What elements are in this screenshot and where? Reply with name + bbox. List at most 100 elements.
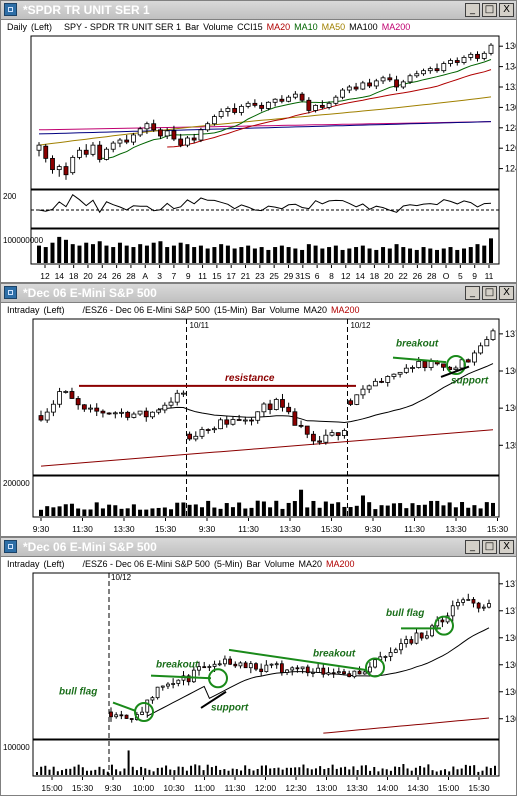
x-tick-label: 31S [295,271,310,281]
candle-body [164,130,170,137]
candle-body [274,663,279,666]
volume-bar [489,768,492,775]
x-tick-label: 15:30 [321,524,343,534]
close-button[interactable]: X [499,3,514,17]
volume-bar [423,767,426,775]
volume-bar [333,245,338,263]
close-button[interactable]: X [499,540,514,554]
window-title: *Dec 06 E-Mini S&P 500 [23,286,157,300]
breakout-annotation: breakout [396,338,439,349]
volume-bar [273,247,278,263]
volume-bar [113,505,118,516]
volume-bar [481,770,484,775]
candle-body [354,394,360,405]
volume-bar [484,502,489,516]
candle-body [207,666,212,668]
maximize-button[interactable]: □ [482,286,497,300]
minimize-button[interactable]: _ [465,286,480,300]
x-tick-label: 20 [83,271,93,281]
volume-bar [466,507,471,516]
minimize-button[interactable]: _ [465,3,480,17]
volume-bar [472,505,477,516]
x-tick-label: 11 [198,271,207,281]
panel-frame [30,228,500,265]
volume-bar [491,502,495,516]
titlebar[interactable]: *Dec 06 E-Mini S&P 500 _ □ X [1,284,516,303]
ma20-line [158,363,494,424]
volume-bar [469,765,472,775]
candle-body [261,403,267,413]
volume-bar [429,500,434,516]
candle-body [286,406,292,413]
candle-body [414,632,419,644]
volume-bar [175,502,180,516]
volume-bar [192,247,197,263]
window-title: *SPDR TR UNIT SER 1 [23,3,150,17]
maximize-button[interactable]: □ [482,540,497,554]
candle-body [69,391,75,399]
titlebar[interactable]: *Dec 06 E-Mini S&P 500 _ □ X [1,538,516,557]
volume-bar [259,247,264,263]
candle-body [317,440,323,443]
candle-body [44,411,50,421]
candle-body [403,367,409,373]
candle-body [259,104,265,109]
candle-body [151,123,157,131]
minimize-button[interactable]: _ [465,540,480,554]
candle-body [238,105,244,113]
header-field: Volume [203,22,234,32]
volume-bar [138,509,143,516]
candle-body [388,652,393,657]
volume-bar [177,766,180,775]
resistance-annotation: resistance [225,373,275,384]
candle-body [400,81,406,88]
volume-bar [352,766,355,775]
y-tick-label: 124 [505,164,516,174]
header-field: MA50 [321,22,346,32]
candle-body [187,433,193,440]
volume-bar [385,505,390,516]
volume-bar [240,770,243,775]
panel-frame [32,739,500,777]
volume-bar [39,509,43,516]
candle-body [137,128,143,136]
candle-body [357,670,362,675]
candle-body [295,667,300,670]
volume-bar [394,766,397,775]
volume-bar [206,764,209,775]
candle-body [311,672,315,674]
candle-body [233,663,238,667]
volume-bar [235,769,238,775]
volume-bar [414,767,417,775]
close-button[interactable]: X [499,286,514,300]
y-tick-label: 1368 [505,633,516,643]
candle-body [286,96,292,102]
volume-bar [224,503,229,516]
volume-bar [285,767,288,775]
x-tick-label: 13:00 [316,783,338,793]
volume-bar [299,489,304,516]
volume-bar [60,770,63,775]
candle-body [373,80,379,87]
volume-bar [57,236,62,263]
titlebar[interactable]: *SPDR TR UNIT SER 1 _ □ X [1,1,516,20]
volume-bar [391,503,396,516]
volume-bar [435,500,440,516]
volume-bar [123,768,126,775]
volume-bar [478,508,483,516]
candle-body [224,419,230,425]
candle-body [456,601,460,607]
candle-body [38,415,44,421]
candle-body [326,102,332,108]
candle-body [368,666,372,673]
es-15min-chart: 1355 1360 1365 1370 10/11 10/12 resistance brea… [3,317,516,534]
volume-bar [444,769,447,775]
support-line [440,365,470,378]
y-tick-label: 1370 [505,606,516,616]
candle-body [468,53,474,58]
candle-body [186,675,191,683]
maximize-button[interactable]: □ [482,3,497,17]
candle-body [185,137,190,146]
volume-bar [414,249,419,263]
volume-bar [427,764,430,775]
